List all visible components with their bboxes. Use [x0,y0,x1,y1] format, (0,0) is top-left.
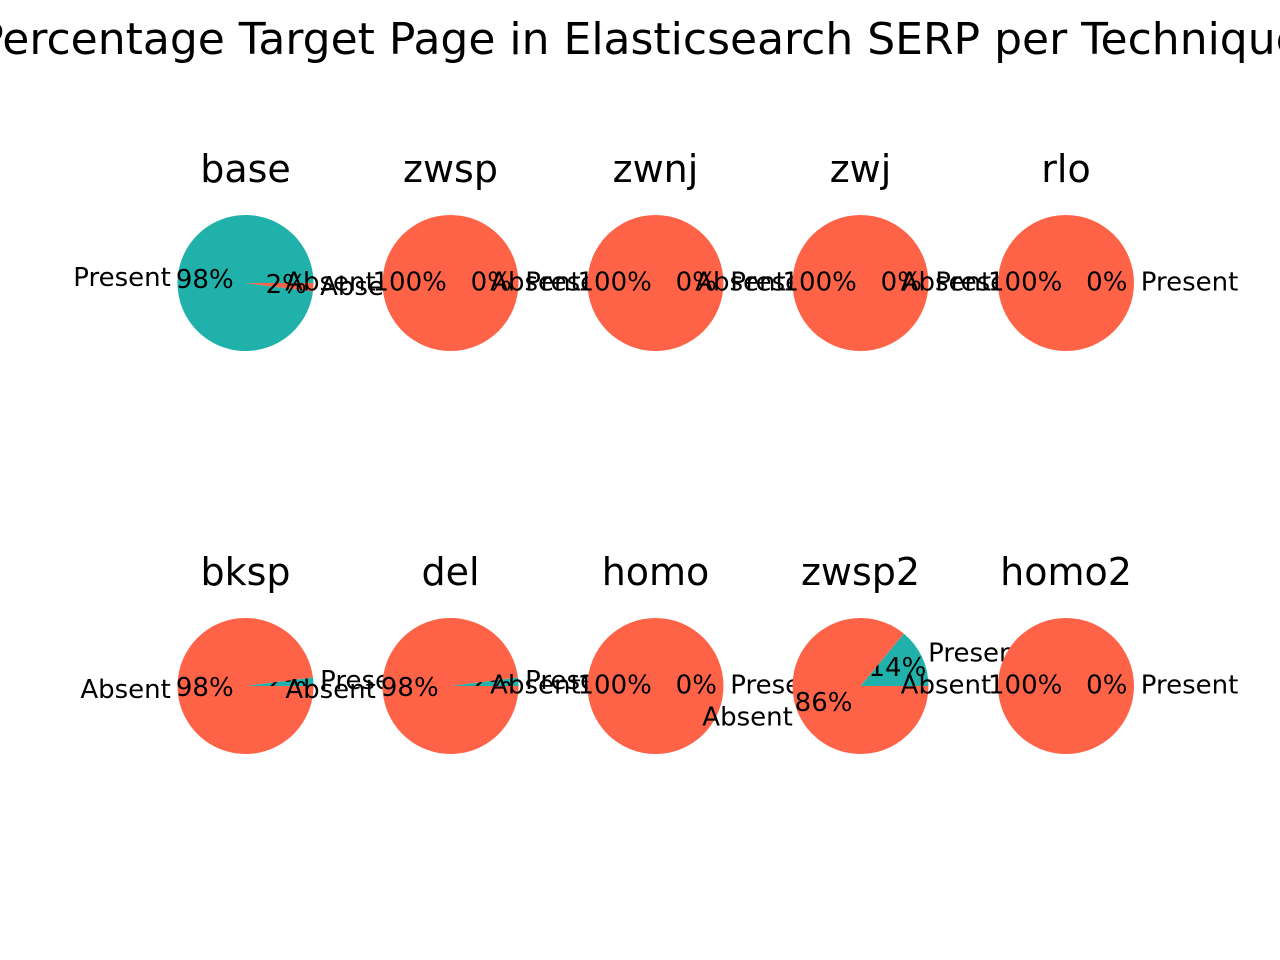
pie-percent-label: 0% [676,671,717,701]
pie-percent-label: 100% [988,671,1062,701]
pie-percent-label: 100% [578,671,652,701]
pie-slice-absent [998,215,1134,351]
pie-label: Absent [490,671,581,701]
pie-title: base [200,147,291,191]
pie-title: del [421,550,479,594]
pie-label: Absent [695,268,786,298]
pie-slice-absent [382,617,519,754]
pie-label: Absent [490,268,581,298]
pie-label: Absent [285,268,376,298]
pie-label: Present [1141,268,1239,298]
chart-title: Percentage Target Page in Elasticsearch … [0,14,1280,65]
pie-percent-label: 98% [176,673,234,703]
pie-title: homo [602,550,710,594]
pie-slice-absent [587,215,724,351]
pie-slice-present [450,677,519,686]
pie-title: zwnj [613,147,699,191]
pie-title: bksp [200,550,290,594]
pie-title: zwsp [403,147,498,191]
pie-slice-absent [998,618,1134,754]
pie-percent-label: 100% [373,268,447,298]
pie-slice-present [245,677,314,686]
pie-percent-label: 2% [266,270,307,300]
pie-percent-label: 0% [676,268,717,298]
pie-slice-absent [245,283,314,292]
pie-slice-absent [382,215,519,351]
pie-slice-present [860,633,929,686]
pie-slice-absent [177,618,314,755]
pie-percent-label: 100% [783,268,857,298]
pie-slice-absent [792,215,929,351]
pie-percent-label: 0% [1086,268,1127,298]
pie-percent-label: 0% [1086,671,1127,701]
pie-percent-label: 0% [471,268,512,298]
pie-label: Absent [901,268,992,298]
pie-title: zwsp2 [801,550,920,594]
pie-label: Present [1141,671,1239,701]
pie-percent-label: 100% [988,268,1062,298]
pie-percent-label: 98% [381,673,439,703]
pie-title: homo2 [1000,550,1132,594]
pie-title: zwj [830,147,892,191]
pie-slice-present [177,214,314,351]
pie-label: Absent [901,671,992,701]
pie-percent-label: 0% [881,268,922,298]
pie-label: Absent [80,675,171,705]
pie-percent-label: 100% [578,268,652,298]
pie-percent-label: 98% [176,265,234,295]
pie-label: Absent [285,675,376,705]
pie-slice-absent [587,618,724,754]
pie-slice-absent [792,618,929,755]
pie-title: rlo [1041,147,1090,191]
pie-label: Absent [702,702,793,732]
pie-label: Present [73,263,171,293]
pie-percent-label: 86% [795,688,853,718]
